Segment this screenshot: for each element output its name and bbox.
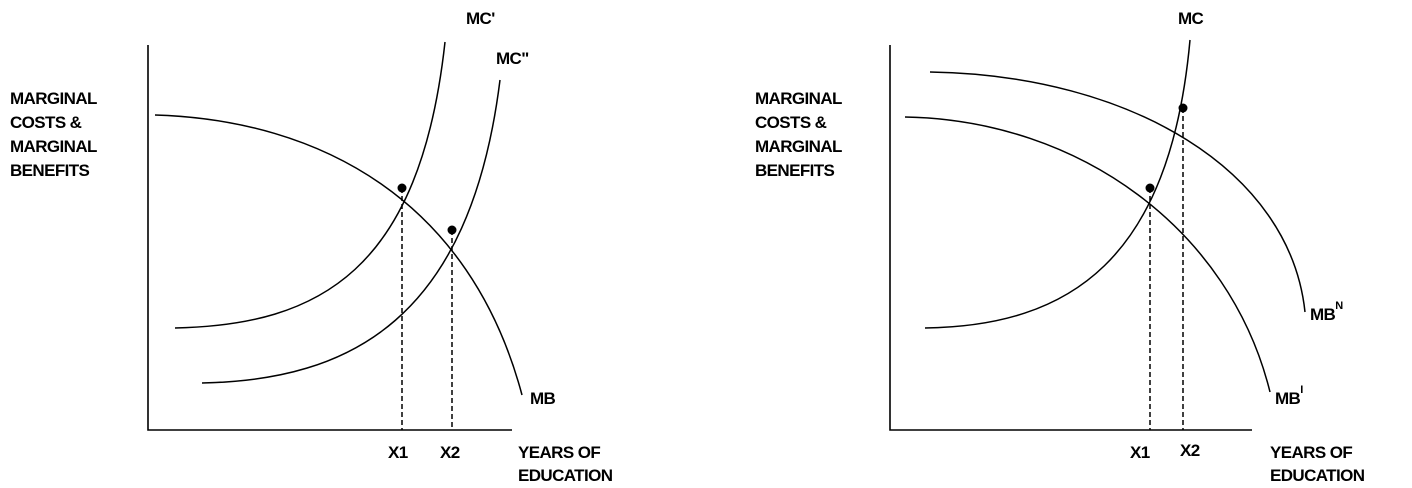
- y-label: BENEFITS: [10, 161, 90, 180]
- x-label: EDUCATION: [1270, 466, 1365, 485]
- equilibrium-point: [1145, 183, 1155, 193]
- x-label: EDUCATION: [518, 466, 613, 485]
- equilibrium-point: [1178, 103, 1188, 113]
- curve-label: MC: [1178, 9, 1204, 28]
- curve-label-base: MB: [1275, 389, 1301, 408]
- x-mark: X2: [1180, 441, 1200, 460]
- mbn-curve: [929, 71, 1306, 313]
- curve-label: MB: [530, 389, 556, 408]
- y-label: MARGINAL: [755, 89, 842, 108]
- left-panel: MARGINAL COSTS & MARGINAL BENEFITS MC' M…: [10, 9, 613, 485]
- axes: [889, 45, 1252, 431]
- y-label: COSTS &: [755, 113, 827, 132]
- mc2-curve: [201, 79, 501, 384]
- curve-label-base: MB: [1310, 305, 1336, 324]
- y-label: MARGINAL: [10, 137, 97, 156]
- curve-label: MC': [466, 9, 495, 28]
- mc-curve: [924, 39, 1191, 329]
- axes: [147, 45, 512, 431]
- mc1-curve: [174, 41, 446, 329]
- x-mark: X1: [1130, 443, 1150, 462]
- curve-label-sup: N: [1335, 300, 1343, 312]
- equilibrium-point: [397, 183, 407, 193]
- y-label: MARGINAL: [10, 89, 97, 108]
- curve-label: MBI: [1275, 384, 1303, 408]
- equilibrium-point: [447, 225, 457, 235]
- curve-label: MC": [496, 49, 529, 68]
- x-mark: X1: [388, 443, 408, 462]
- mb-curve: [154, 114, 523, 396]
- mbi-curve: [904, 116, 1271, 393]
- right-panel: MARGINAL COSTS & MARGINAL BENEFITS MC MB…: [755, 9, 1365, 485]
- y-label: BENEFITS: [755, 161, 835, 180]
- curve-label: MBN: [1310, 300, 1343, 324]
- x-label: YEARS OF: [1270, 443, 1352, 462]
- curve-label-sup: I: [1300, 384, 1303, 396]
- x-label: YEARS OF: [518, 443, 600, 462]
- y-label: MARGINAL: [755, 137, 842, 156]
- x-mark: X2: [440, 443, 460, 462]
- y-label: COSTS &: [10, 113, 82, 132]
